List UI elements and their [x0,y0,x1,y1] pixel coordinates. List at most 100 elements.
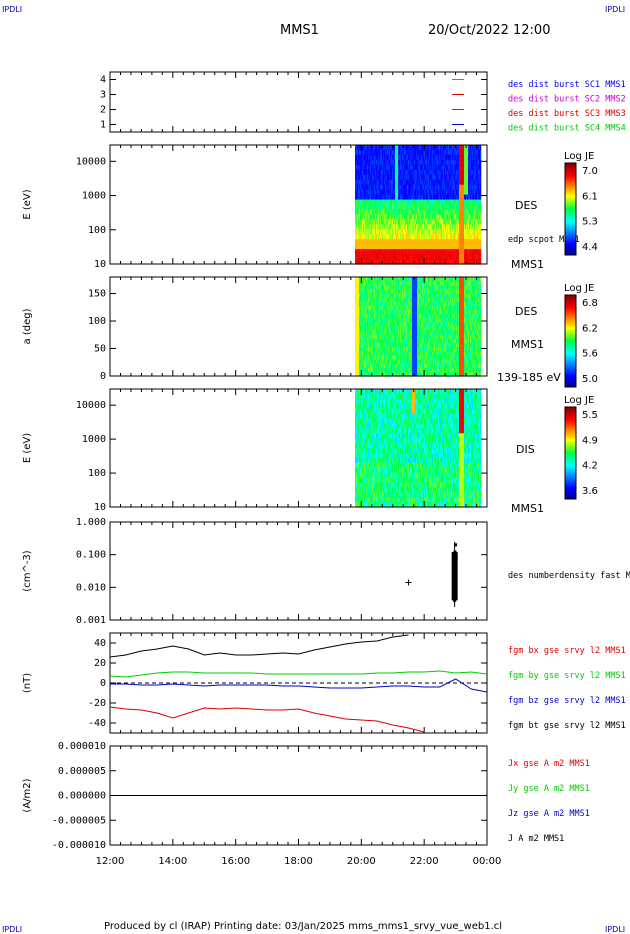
heatmap-cell [411,234,413,240]
heatmap-cell [365,351,367,356]
heatmap-cell [374,318,376,323]
heatmap-cell [427,359,429,365]
heatmap-cell [417,277,419,282]
heatmap-cell [466,259,468,265]
heatmap-cell [425,145,427,151]
heatmap-cell [391,285,393,290]
heatmap-cell [355,355,357,361]
heatmap-cell [409,293,411,299]
heatmap-cell [464,224,466,230]
heatmap-cell [418,322,420,328]
heatmap-cell [440,189,442,196]
heatmap-cell [455,224,457,230]
heatmap-cell [465,169,467,176]
heatmap-cell [442,244,444,250]
heatmap-cell [365,149,367,156]
heatmap-cell [363,219,365,225]
heatmap-cell [445,184,447,191]
heatmap-cell [444,249,446,255]
heatmap-cell [444,214,446,220]
heatmap-cell [383,281,385,286]
heatmap-cell [448,204,450,211]
heatmap-cell [409,285,411,290]
heatmap-cell [384,293,386,299]
heatmap-cell [380,239,382,245]
heatmap-cell [442,234,444,240]
heatmap-cell [393,259,395,265]
heatmap-cell [452,174,454,181]
heatmap-cell [427,239,429,245]
heatmap-cell [451,159,453,166]
heatmap-cell [410,363,412,369]
heatmap-cell [432,194,434,201]
heatmap-cell [385,322,387,328]
heatmap-cell [361,322,363,328]
heatmap-cell [373,209,375,216]
heatmap-cell [398,367,400,373]
heatmap-cell [393,347,395,352]
heatmap-cell [381,326,383,332]
heatmap-cell [406,189,408,196]
heatmap-cell [369,347,371,352]
heatmap-cell [425,204,427,211]
heatmap-cell [458,199,460,206]
heatmap-cell [368,234,370,240]
heatmap-cell [411,229,413,235]
heatmap-cell [468,199,470,206]
heatmap-cell [380,310,382,315]
heatmap-cell [463,159,465,166]
heatmap-cell [437,159,439,166]
heatmap-cell [367,259,369,265]
heatmap-cell [441,209,443,216]
heatmap-cell [384,277,386,282]
heatmap-cell [371,229,373,235]
heatmap-cell [420,199,422,206]
heatmap-cell [364,347,366,352]
heatmap-cell [365,214,367,220]
heatmap-cell [414,330,416,336]
heatmap-cell [478,254,480,260]
heatmap-cell [407,239,409,245]
heatmap-cell [452,259,454,265]
heatmap-cell [395,239,397,245]
heatmap-cell [409,343,411,348]
heatmap-cell [452,149,454,156]
heatmap-cell [379,149,381,156]
heatmap-cell [465,189,467,196]
heatmap-cell [385,289,387,295]
heatmap-cell [441,259,443,265]
heatmap-cell [356,189,358,196]
heatmap-cell [365,347,367,352]
heatmap-cell [385,159,387,166]
heatmap-cell [379,234,381,240]
heatmap-cell [361,199,363,206]
heatmap-cell [400,343,402,348]
heatmap-cell [367,367,369,373]
heatmap-cell [377,293,379,299]
heatmap-cell [479,259,481,265]
heatmap-cell [467,174,469,181]
heatmap-cell [355,209,357,216]
heatmap-cell [419,347,421,352]
heatmap-cell [419,149,421,156]
heatmap-cell [376,149,378,156]
heatmap-cell [411,289,413,295]
heatmap-cell [412,229,414,235]
heatmap-cell [395,254,397,260]
heatmap-cell [474,239,476,245]
heatmap-cell [438,189,440,196]
heatmap-cell [362,254,364,260]
heatmap-cell [402,174,404,181]
heatmap-cell [396,234,398,240]
heatmap-cell [408,363,410,369]
heatmap-cell [408,318,410,323]
heatmap-cell [400,289,402,295]
heatmap-cell [377,359,379,365]
heatmap-cell [387,159,389,166]
heatmap-cell [399,367,401,373]
heatmap-cell [417,229,419,235]
heatmap-cell [476,244,478,250]
heatmap-cell [376,254,378,260]
heatmap-cell [413,184,415,191]
